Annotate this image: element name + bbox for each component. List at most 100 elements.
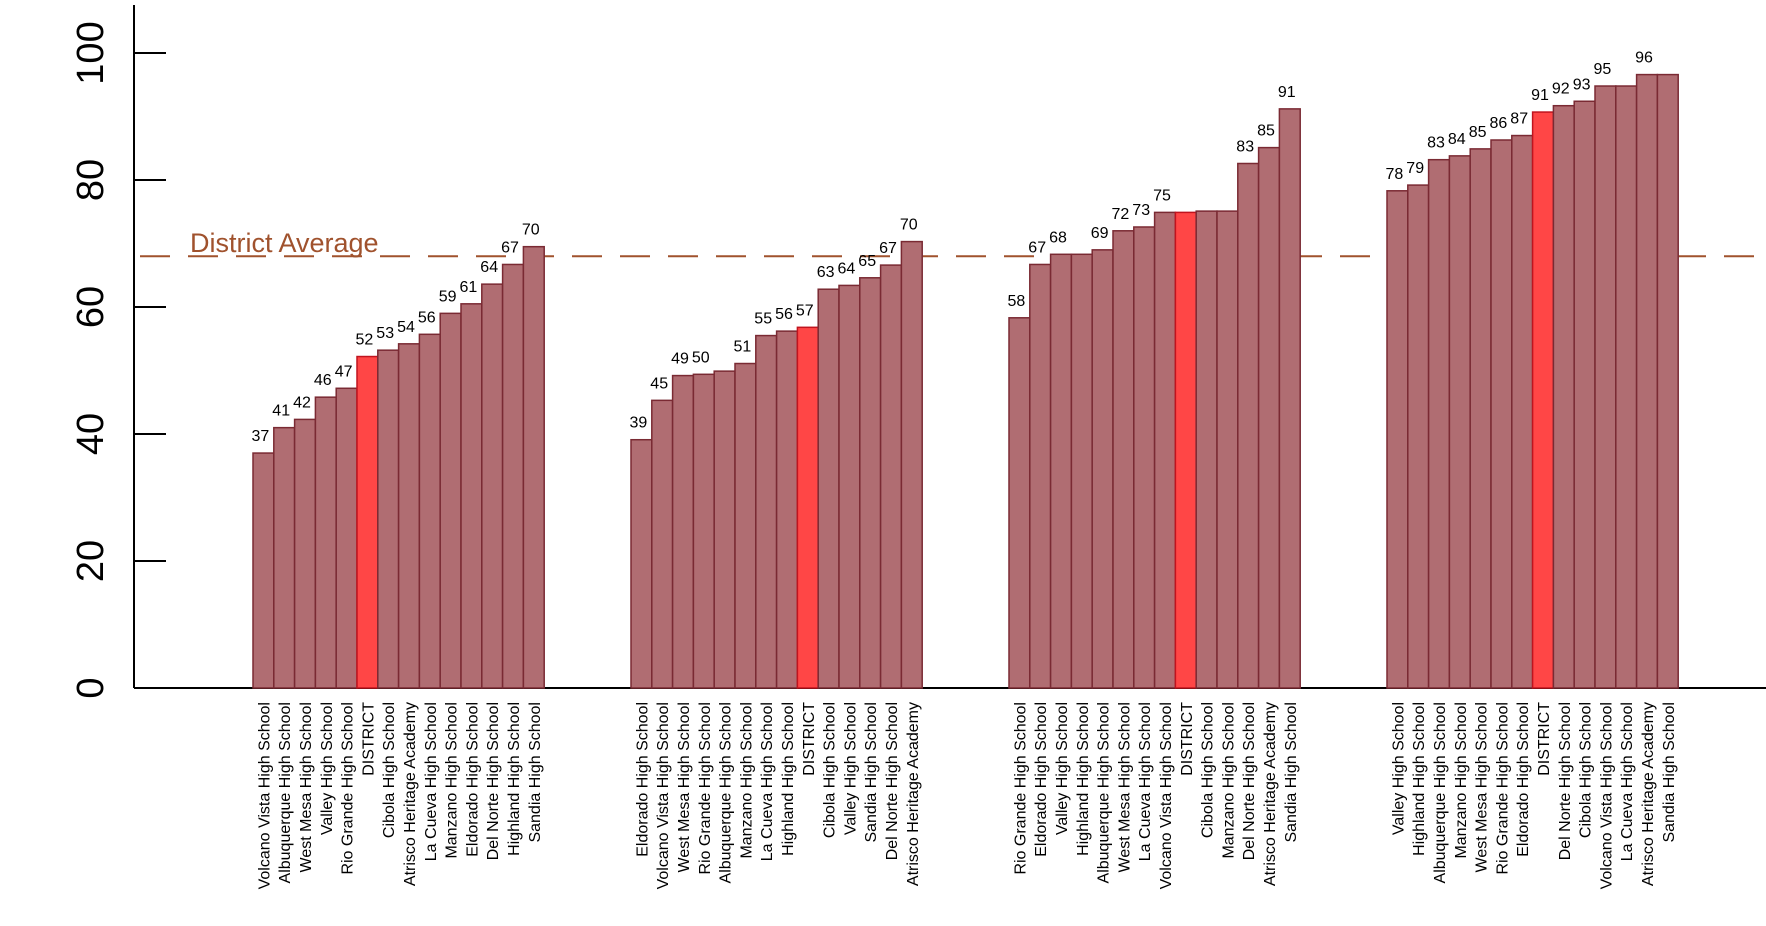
bar-value-label: 49 bbox=[671, 351, 689, 368]
bar-value-label: 68 bbox=[1049, 229, 1067, 246]
bar bbox=[1490, 139, 1513, 689]
bar-value-label: 58 bbox=[1008, 293, 1026, 310]
bar-value-label: 52 bbox=[356, 332, 374, 349]
bar bbox=[1216, 210, 1239, 689]
bar-value-label: 65 bbox=[858, 253, 876, 270]
bar bbox=[838, 284, 861, 689]
bar-district bbox=[1531, 111, 1555, 689]
bar bbox=[900, 240, 923, 689]
bar-value-label: 67 bbox=[501, 239, 519, 256]
bar bbox=[1407, 184, 1430, 689]
bar bbox=[1386, 190, 1409, 689]
bar bbox=[1153, 211, 1177, 689]
bar-value-label: 75 bbox=[1153, 187, 1171, 204]
bar bbox=[1511, 134, 1534, 689]
bar-district bbox=[796, 326, 819, 689]
x-tick-label: Valley High School bbox=[319, 702, 336, 835]
bar bbox=[630, 438, 653, 689]
x-tick-label: Sandia High School bbox=[863, 702, 880, 843]
x-tick-label: Del Norte High School bbox=[884, 702, 901, 860]
bar-value-label: 78 bbox=[1386, 166, 1404, 183]
x-tick-label: Albuquerque High School bbox=[1096, 702, 1113, 883]
x-tick-label: Rio Grande High School bbox=[1012, 702, 1029, 875]
x-tick-label: Cibola High School bbox=[1578, 702, 1595, 838]
x-tick-label: Volcano Vista High School bbox=[1598, 702, 1615, 889]
y-tick-label: 20 bbox=[70, 540, 112, 582]
y-axis: 0 20 40 60 80 100 bbox=[70, 5, 166, 699]
bar bbox=[671, 374, 695, 689]
x-tick-label: La Cueva High School bbox=[759, 702, 776, 861]
bar bbox=[713, 370, 736, 689]
y-tick-label: 40 bbox=[70, 413, 112, 455]
bar-value-label: 91 bbox=[1278, 84, 1296, 101]
bar-value-label: 70 bbox=[522, 222, 540, 239]
bar bbox=[1448, 155, 1471, 689]
bar-group-4: 78 Valley High School 79 Highland High Scho… bbox=[1386, 50, 1679, 889]
bar bbox=[1615, 85, 1638, 689]
bar-value-label: 56 bbox=[775, 306, 793, 323]
bar bbox=[1008, 317, 1031, 689]
x-tick-label: Cibola High School bbox=[822, 702, 839, 838]
bar-value-label: 51 bbox=[734, 339, 752, 356]
x-tick-label: Cibola High School bbox=[381, 702, 398, 838]
bar bbox=[817, 288, 840, 689]
x-tick-label: Rio Grande High School bbox=[1494, 702, 1511, 875]
bar-value-label: 85 bbox=[1469, 124, 1487, 141]
x-tick-label: Sandia High School bbox=[1661, 702, 1678, 843]
bar bbox=[1257, 146, 1281, 689]
bar bbox=[1573, 100, 1596, 689]
x-tick-label: Atrisco Heritage Academy bbox=[905, 702, 922, 886]
x-tick-label: West Mesa High School bbox=[1474, 702, 1491, 872]
bar bbox=[439, 312, 462, 689]
bar-value-label: 50 bbox=[692, 349, 710, 366]
x-tick-label: Highland High School bbox=[1411, 702, 1428, 856]
x-tick-label: Albuquerque High School bbox=[277, 702, 294, 883]
bar-value-label: 72 bbox=[1112, 206, 1130, 223]
x-tick-label: West Mesa High School bbox=[1116, 702, 1133, 872]
bar-value-label: 59 bbox=[439, 288, 457, 305]
bar-value-label: 39 bbox=[630, 415, 648, 432]
x-tick-label: Valley High School bbox=[842, 702, 859, 835]
bar bbox=[273, 426, 296, 689]
x-tick-label: Manzano High School bbox=[738, 702, 755, 859]
x-tick-label: Cibola High School bbox=[1200, 702, 1217, 838]
bar bbox=[1656, 73, 1679, 689]
bar-value-label: 67 bbox=[879, 240, 897, 257]
x-tick-label: Volcano Vista High School bbox=[1158, 702, 1175, 889]
bar-value-label: 55 bbox=[754, 311, 772, 328]
bars: 37 Volcano Vista High School 41 Albuquerque… bbox=[252, 50, 1679, 889]
bar-value-label: 91 bbox=[1531, 87, 1549, 104]
y-tick-label: 60 bbox=[70, 286, 112, 328]
bar-value-label: 41 bbox=[272, 403, 290, 420]
bar-value-label: 85 bbox=[1257, 123, 1275, 140]
bar bbox=[879, 264, 903, 689]
bar-value-label: 69 bbox=[1091, 225, 1109, 242]
x-tick-label: Highland High School bbox=[1075, 702, 1092, 856]
bar-value-label: 53 bbox=[376, 325, 394, 342]
bar bbox=[1635, 73, 1659, 689]
x-tick-label: Eldorado High School bbox=[1515, 702, 1532, 857]
x-tick-label: Del Norte High School bbox=[1241, 702, 1258, 860]
bar bbox=[293, 418, 317, 689]
y-tick-label: 100 bbox=[70, 21, 112, 84]
bar bbox=[418, 333, 441, 689]
bar-value-label: 86 bbox=[1490, 115, 1508, 132]
bar bbox=[1133, 226, 1156, 689]
bar-value-label: 57 bbox=[796, 302, 814, 319]
bar-value-label: 64 bbox=[838, 260, 856, 277]
x-tick-label: Albuquerque High School bbox=[718, 702, 735, 883]
bar-value-label: 37 bbox=[252, 428, 270, 445]
x-tick-label: West Mesa High School bbox=[298, 702, 315, 872]
bar bbox=[1195, 210, 1218, 689]
x-tick-label: Manzano High School bbox=[444, 702, 461, 859]
bar bbox=[501, 263, 525, 689]
bar bbox=[692, 373, 715, 689]
x-tick-label: Volcano Vista High School bbox=[655, 702, 672, 889]
bar bbox=[481, 283, 504, 689]
bar bbox=[460, 303, 483, 689]
x-tick-label: DISTRICT bbox=[1536, 702, 1553, 776]
x-tick-label: Del Norte High School bbox=[1557, 702, 1574, 860]
bar bbox=[335, 387, 358, 689]
bar bbox=[1594, 85, 1617, 689]
